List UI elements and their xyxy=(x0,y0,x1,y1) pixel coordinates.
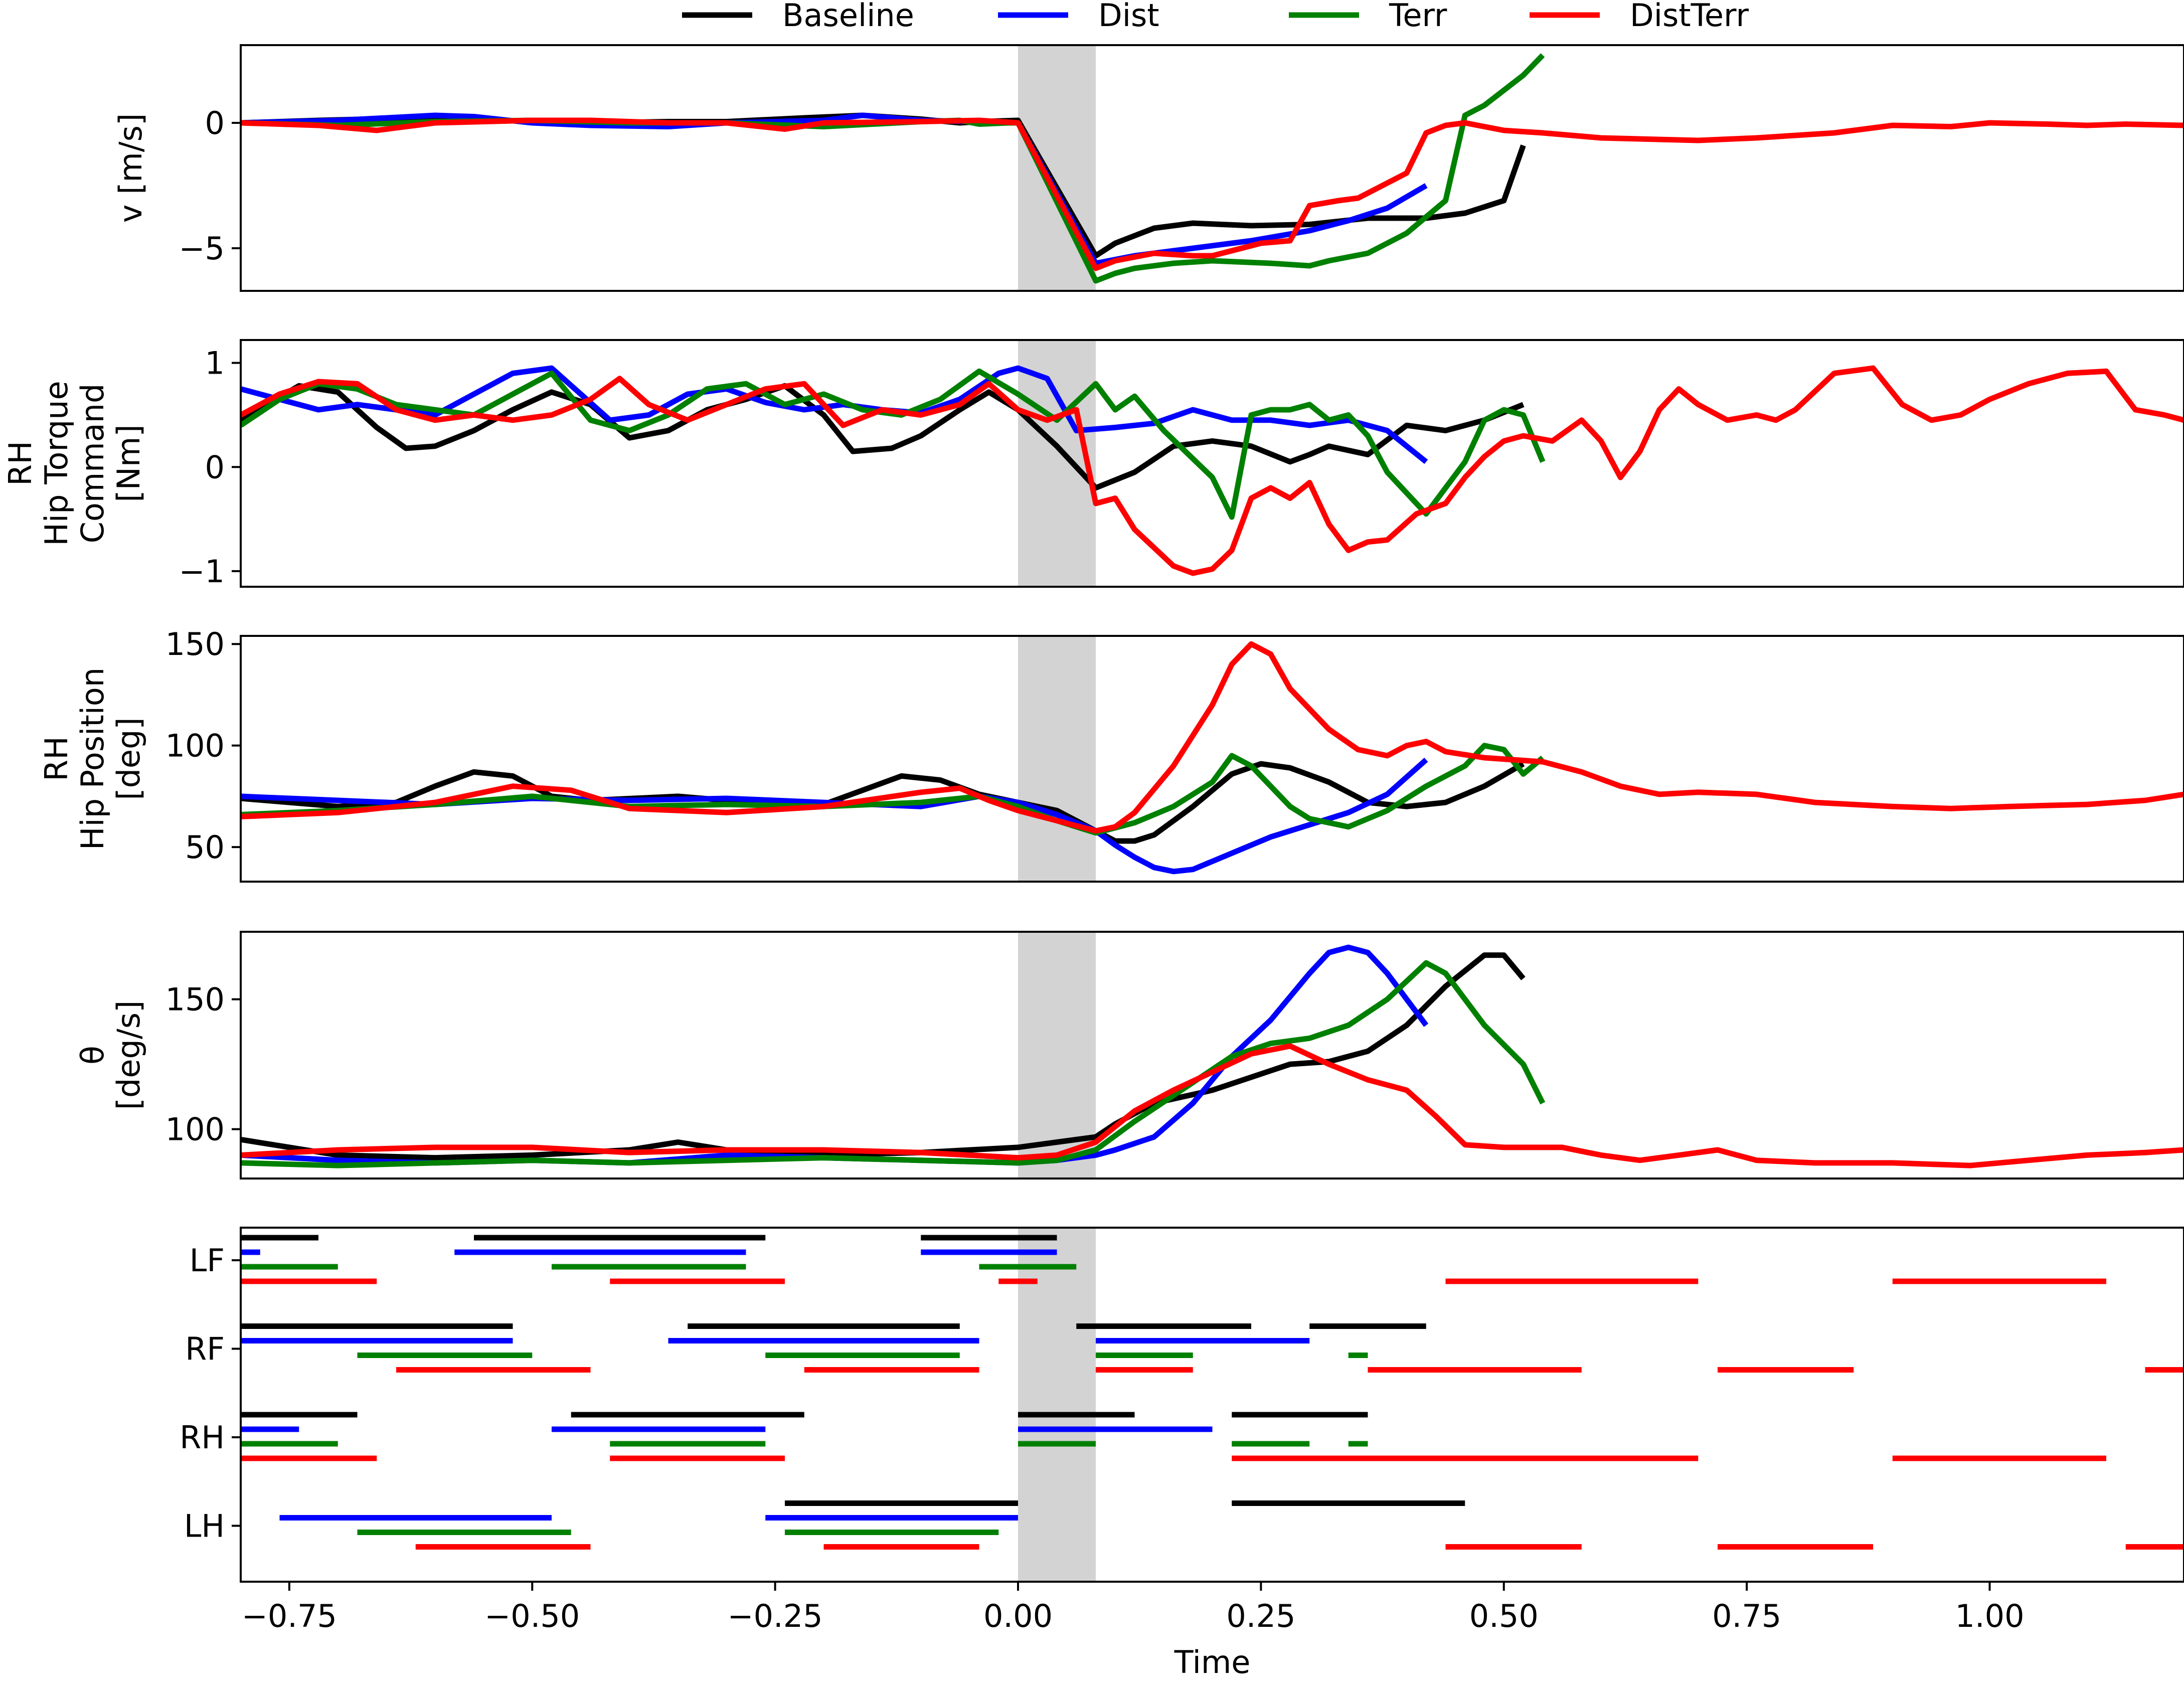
panel-frame xyxy=(240,339,2184,588)
chart-panels: 0−5v [m/s]10−1RH Hip Torque Command [Nm]150… xyxy=(2,44,2184,1583)
series-line-distterr xyxy=(241,117,2184,271)
series-line-terr xyxy=(241,960,1546,1168)
panel-3: 150 100 50 RH Hip Position [deg] xyxy=(38,626,2184,883)
y-tick-label: 50 xyxy=(185,829,225,866)
series-line-dist xyxy=(241,757,1428,875)
legend: Baseline Dist Terr DistTerr xyxy=(682,0,1749,34)
panel-5: LF RF RH LH xyxy=(180,1227,2184,1583)
y-tick-label: 100 xyxy=(165,728,225,764)
x-tick-label: −0.75 xyxy=(242,1598,337,1634)
panel-4: 150 100 θ [deg/s] xyxy=(74,931,2184,1180)
panel-frame xyxy=(240,44,2184,292)
y-axis-label: v [m/s] xyxy=(112,113,149,223)
x-tick-label: 0.25 xyxy=(1226,1598,1295,1634)
panel-2: 1 0 −1 RH Hip Torque Command [Nm] xyxy=(2,339,2184,590)
y-axis-label: θ xyxy=(74,1046,111,1065)
panel-frame xyxy=(240,635,2184,883)
x-tick-label: 0.00 xyxy=(983,1598,1053,1634)
y-axis-label: Hip Position xyxy=(74,667,111,850)
shaded-interval xyxy=(1018,340,1096,587)
y-tick-label: 1 xyxy=(205,345,225,382)
x-tick-label: 0.75 xyxy=(1712,1598,1781,1634)
row-label-rf: RF xyxy=(185,1331,225,1368)
y-axis-label: RH xyxy=(38,736,75,781)
legend-label-dist: Dist xyxy=(1098,0,1159,34)
shaded-interval xyxy=(1018,1228,1096,1582)
series-line-distterr xyxy=(241,1043,2184,1168)
y-tick-label: −5 xyxy=(179,230,225,267)
series-line-distterr xyxy=(241,641,2184,834)
x-tick-label: −0.25 xyxy=(728,1598,823,1634)
x-axis-label: Time xyxy=(1174,1644,1251,1680)
row-label-lf: LF xyxy=(190,1242,225,1279)
series-line-dist xyxy=(241,112,1428,266)
series-line-distterr xyxy=(241,365,2184,576)
panel-1: 0 −5 v [m/s] xyxy=(112,44,2184,292)
series-line-terr xyxy=(241,743,1545,836)
y-tick-label: 0 xyxy=(205,449,225,485)
legend-label-terr: Terr xyxy=(1389,0,1447,34)
y-axis-label: [deg/s] xyxy=(110,1000,147,1110)
legend-label-distterr: DistTerr xyxy=(1630,0,1749,34)
x-axis: Time −0.75 −0.50 −0.25 0.00 0.25 0.50 0.75 1.00 xyxy=(242,1582,2025,1680)
shaded-interval xyxy=(1018,636,1096,882)
y-tick-label: 100 xyxy=(165,1111,225,1148)
panel-frame xyxy=(240,931,2184,1180)
series-line-baseline xyxy=(241,952,1526,1161)
row-label-lh: LH xyxy=(184,1508,225,1545)
y-tick-label: 150 xyxy=(165,626,225,662)
y-tick-label: 150 xyxy=(165,981,225,1018)
series-line-terr xyxy=(241,53,1545,284)
y-axis-label: [Nm] xyxy=(110,424,147,502)
y-axis-label: RH xyxy=(2,441,39,486)
y-axis-label: [deg] xyxy=(110,717,147,800)
y-tick-label: −1 xyxy=(179,553,225,590)
y-axis-label: Hip Torque xyxy=(38,381,75,546)
row-label-rh: RH xyxy=(180,1419,225,1456)
series-line-baseline xyxy=(241,112,1526,259)
legend-label-baseline: Baseline xyxy=(782,0,914,34)
x-tick-label: 1.00 xyxy=(1955,1598,2024,1634)
panel-frame xyxy=(240,1227,2184,1583)
x-tick-label: 0.50 xyxy=(1469,1598,1539,1634)
y-tick-label: 0 xyxy=(205,105,225,141)
series-line-baseline xyxy=(241,383,1525,491)
y-axis-label: Command xyxy=(74,384,111,544)
series-line-terr xyxy=(241,368,1546,520)
x-tick-label: −0.50 xyxy=(484,1598,580,1634)
